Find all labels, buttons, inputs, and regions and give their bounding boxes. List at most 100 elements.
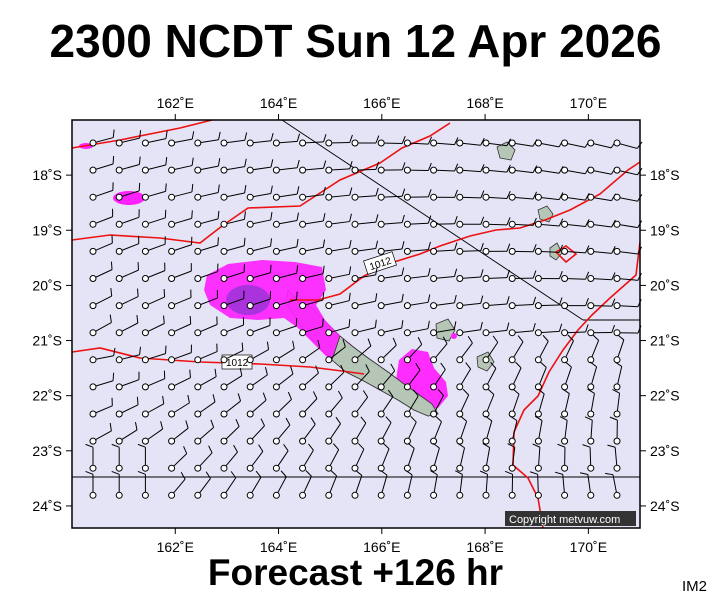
wind-barb-staff [328, 449, 340, 469]
wind-barb-feather [241, 342, 244, 351]
wind-barb-station [508, 193, 516, 201]
wind-barb-station [115, 302, 123, 310]
wind-barb-station [115, 329, 123, 337]
wind-barb-feather [191, 210, 193, 219]
wind-barb-feather [243, 237, 246, 246]
wind-barb-staff [328, 475, 338, 496]
wind-barb-staff [381, 142, 403, 145]
wind-barb-station [141, 166, 149, 174]
wind-barb-staff [118, 296, 139, 307]
wind-barb-feather [136, 288, 139, 297]
wind-barb-feather [113, 347, 116, 356]
wind-barb-station [115, 275, 123, 282]
wind-barb-station [246, 139, 254, 147]
lon-label-top: 166˚E [363, 95, 400, 111]
wind-barb-station [613, 356, 621, 364]
wind-barb-station [299, 193, 307, 201]
wind-barb-feather [427, 215, 432, 224]
wind-barb-station [482, 302, 490, 310]
wind-barb-feather [134, 422, 138, 431]
wind-barb-station [168, 491, 176, 499]
wind-barb-feather [554, 471, 563, 475]
wind-barb-feather [532, 165, 538, 173]
wind-barb-station [403, 410, 411, 418]
wind-barb-feather [323, 160, 327, 169]
wind-barb-station [613, 329, 621, 337]
wind-barb-station [430, 139, 438, 147]
wind-barb-station [482, 356, 490, 364]
wind-barb-feather [427, 268, 431, 277]
wind-barb-station [194, 437, 202, 445]
forecast-label: Forecast +126 hr [207, 552, 504, 593]
wind-barb-station [403, 302, 411, 310]
wind-barb-feather [322, 318, 324, 327]
wind-barb-staff [145, 403, 165, 415]
wind-barb-station [377, 437, 385, 445]
wind-barb-staff [406, 395, 419, 415]
wind-barb-station [272, 464, 280, 472]
wind-barb-feather [191, 131, 195, 140]
wind-barb-staff [197, 376, 217, 388]
wind-barb-feather [457, 442, 465, 449]
copyright-text: Copyright metvuw.com [509, 514, 620, 526]
wind-barb-staff [223, 324, 244, 334]
wind-barb-station [456, 410, 464, 418]
wind-barb-feather [217, 210, 220, 219]
wind-barb-station [587, 275, 595, 282]
wind-barb-feather [407, 442, 415, 449]
wind-barb-feather [165, 157, 168, 166]
wind-barb-station [220, 383, 228, 391]
wind-barb-feather [537, 388, 545, 395]
wind-barb-staff [512, 169, 534, 174]
wind-barb-feather [322, 239, 326, 248]
wind-barb-station [482, 275, 490, 282]
wind-barb-station [430, 220, 438, 228]
wind-barb-staff [354, 195, 376, 198]
wind-barb-station [115, 410, 123, 418]
wind-barb-station [246, 383, 254, 391]
wind-barb-feather [487, 388, 495, 395]
wind-barb-station [561, 220, 569, 228]
wind-barb-feather [532, 217, 537, 226]
wind-barb-feather [390, 363, 396, 372]
wind-barb-feather [480, 321, 483, 330]
wind-barb-feather [217, 237, 219, 246]
wind-barb-station [587, 193, 595, 201]
wind-barb-station [587, 166, 595, 174]
wind-barb-staff [485, 169, 507, 173]
wind-barb-station [534, 410, 542, 418]
wind-barb-feather [139, 130, 142, 139]
wind-barb-feather [542, 334, 549, 342]
wind-barb-feather [111, 443, 120, 448]
wind-barb-station [351, 356, 359, 364]
lon-label-bottom: 166˚E [363, 539, 400, 555]
wind-barb-station [299, 410, 307, 418]
wind-barb-feather [348, 292, 351, 301]
wind-barb-feather [214, 368, 217, 377]
wind-barb-staff [485, 142, 507, 147]
wind-barb-station [403, 275, 411, 282]
wind-barb-station [403, 491, 411, 499]
lat-label-left: 24˚S [32, 498, 62, 514]
wind-barb-feather [283, 443, 289, 452]
wind-barb-staff [302, 449, 314, 469]
wind-barb-station [141, 329, 149, 337]
wind-barb-staff [354, 422, 367, 442]
wind-barb-station [430, 329, 438, 337]
wind-barb-staff [485, 223, 508, 226]
wind-barb-feather [185, 420, 189, 429]
wind-barb-feather [264, 366, 268, 375]
wind-barb-feather [504, 470, 513, 475]
wind-barb-station [220, 437, 228, 445]
wind-barb-station [141, 356, 149, 364]
wind-barb-feather [480, 242, 484, 251]
wind-barb-feather [296, 186, 300, 195]
wind-barb-station [272, 410, 280, 418]
wind-barb-station [220, 464, 228, 472]
wind-barb-feather [333, 443, 340, 450]
wind-barb-station [534, 193, 542, 201]
wind-barb-station [194, 220, 202, 228]
wind-barb-station [246, 410, 254, 418]
wind-barb-station [534, 139, 542, 147]
wind-barb-feather [401, 293, 404, 302]
